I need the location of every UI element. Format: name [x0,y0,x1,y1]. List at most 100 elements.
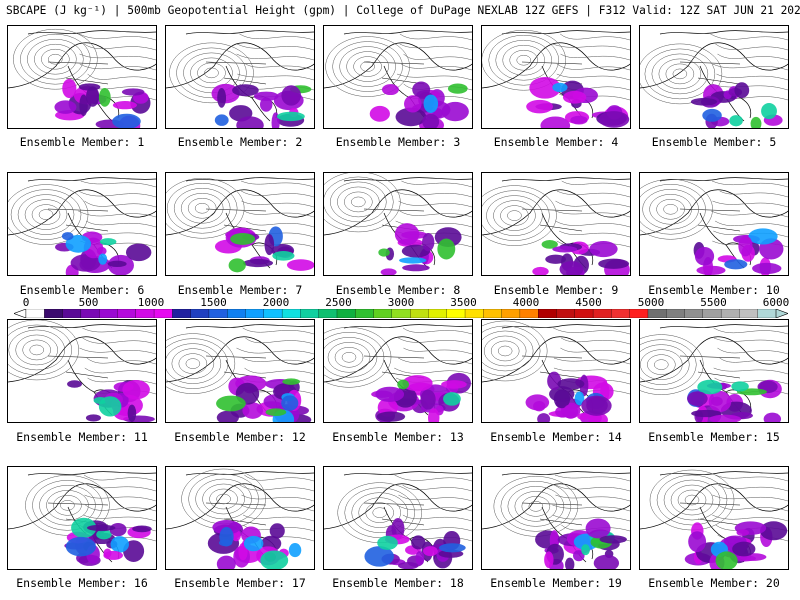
ensemble-member-map [639,466,789,570]
colorbar-segment [538,309,557,318]
colorbar-segment [428,309,448,318]
ensemble-member-map [7,319,157,423]
member-map-graphic [324,471,472,569]
colorbar-segment [483,309,503,318]
colorbar-segment [446,309,466,318]
ensemble-member-map [639,25,789,129]
ensemble-member-map [481,172,631,276]
colorbar-tick-label: 3500 [450,296,477,309]
ensemble-member-map [323,25,473,129]
member-map-graphic [482,177,630,275]
colorbar-tick-label: 3000 [387,296,415,309]
colorbar-segment [611,309,631,318]
cape-colorbar [14,309,788,318]
member-caption: Ensemble Member: 20 [648,576,780,590]
colorbar-segment [647,309,667,318]
colorbar-segment [153,309,173,318]
colorbar-segment [666,309,685,318]
ensemble-member-map [323,172,473,276]
ensemble-member-map [165,172,315,276]
member-caption: Ensemble Member: 14 [490,430,622,444]
colorbar-segment [208,309,228,318]
ensemble-member-map [481,25,631,129]
member-caption: Ensemble Member: 12 [174,430,306,444]
member-map-graphic [8,28,156,128]
colorbar-tick-label: 500 [78,296,99,309]
colorbar-tick-label: 5000 [637,296,665,309]
colorbar-segment [592,309,612,318]
colorbar-segment [80,309,100,318]
member-caption: Ensemble Member: 7 [177,283,303,297]
colorbar-segment [684,309,704,318]
colorbar-segment [300,309,320,318]
colorbar-tick-label: 2500 [325,296,352,309]
member-caption: Ensemble Member: 2 [177,135,303,149]
colorbar-segment [501,309,521,318]
colorbar-segment [336,309,356,318]
member-caption: Ensemble Member: 8 [335,283,461,297]
colorbar-segment [739,309,759,318]
member-caption: Ensemble Member: 18 [332,576,464,590]
member-caption: Ensemble Member: 4 [493,135,619,149]
member-caption: Ensemble Member: 1 [19,135,145,149]
member-map-graphic [482,471,630,569]
member-caption: Ensemble Member: 9 [493,283,619,297]
colorbar-segment [373,309,393,318]
ensemble-member-map [481,319,631,423]
ensemble-member-map [639,319,789,423]
member-map-graphic [8,320,156,422]
member-caption: Ensemble Member: 3 [335,135,461,149]
colorbar-segment [245,309,265,318]
member-caption: Ensemble Member: 17 [174,576,306,590]
colorbar-segment [25,309,45,318]
colorbar-segment [629,309,649,318]
colorbar-segment [117,309,137,318]
member-map-graphic [166,324,314,422]
colorbar-max-arrow [775,309,788,318]
member-map-graphic [482,320,630,422]
ensemble-member-map [165,319,315,423]
ensemble-member-map [7,25,157,129]
colorbar-segment [409,309,429,318]
colorbar-tick-label: 4500 [575,296,602,309]
member-map-graphic [166,468,314,569]
colorbar-segment [172,309,192,318]
member-map-graphic [8,471,156,566]
colorbar-segment [556,309,576,318]
ensemble-member-map [639,172,789,276]
colorbar-segment [519,309,539,318]
member-caption: Ensemble Member: 6 [19,283,145,297]
member-map-graphic [640,30,788,128]
colorbar-segment [44,309,64,318]
member-caption: Ensemble Member: 5 [651,135,777,149]
colorbar-tick-label: 4000 [512,296,540,309]
member-map-graphic [324,324,472,422]
member-map-graphic [640,177,788,275]
colorbar-tick-label: 1500 [200,296,227,309]
colorbar-tick-label: 5500 [700,296,727,309]
member-map-graphic [324,30,472,128]
ensemble-member-map [7,466,157,570]
colorbar-segment [190,309,210,318]
colorbar-segment [62,309,82,318]
ensemble-member-map [7,172,157,276]
member-map-graphic [482,29,630,128]
member-caption: Ensemble Member: 10 [648,283,780,297]
colorbar-segment [757,309,777,318]
colorbar-segment [355,309,375,318]
colorbar-tick-label: 2000 [262,296,290,309]
ensemble-member-map [165,466,315,570]
member-caption: Ensemble Member: 15 [648,430,780,444]
member-caption: Ensemble Member: 11 [16,430,148,444]
member-caption: Ensemble Member: 19 [490,576,622,590]
colorbar-tick-label: 0 [22,296,30,309]
member-caption: Ensemble Member: 16 [16,576,148,590]
colorbar-segment [702,309,722,318]
colorbar-segment [281,309,301,318]
member-caption: Ensemble Member: 13 [332,430,464,444]
colorbar-segment [263,309,283,318]
colorbar-segment [135,309,155,318]
member-map-graphic [166,30,314,128]
ensemble-member-map [481,466,631,570]
